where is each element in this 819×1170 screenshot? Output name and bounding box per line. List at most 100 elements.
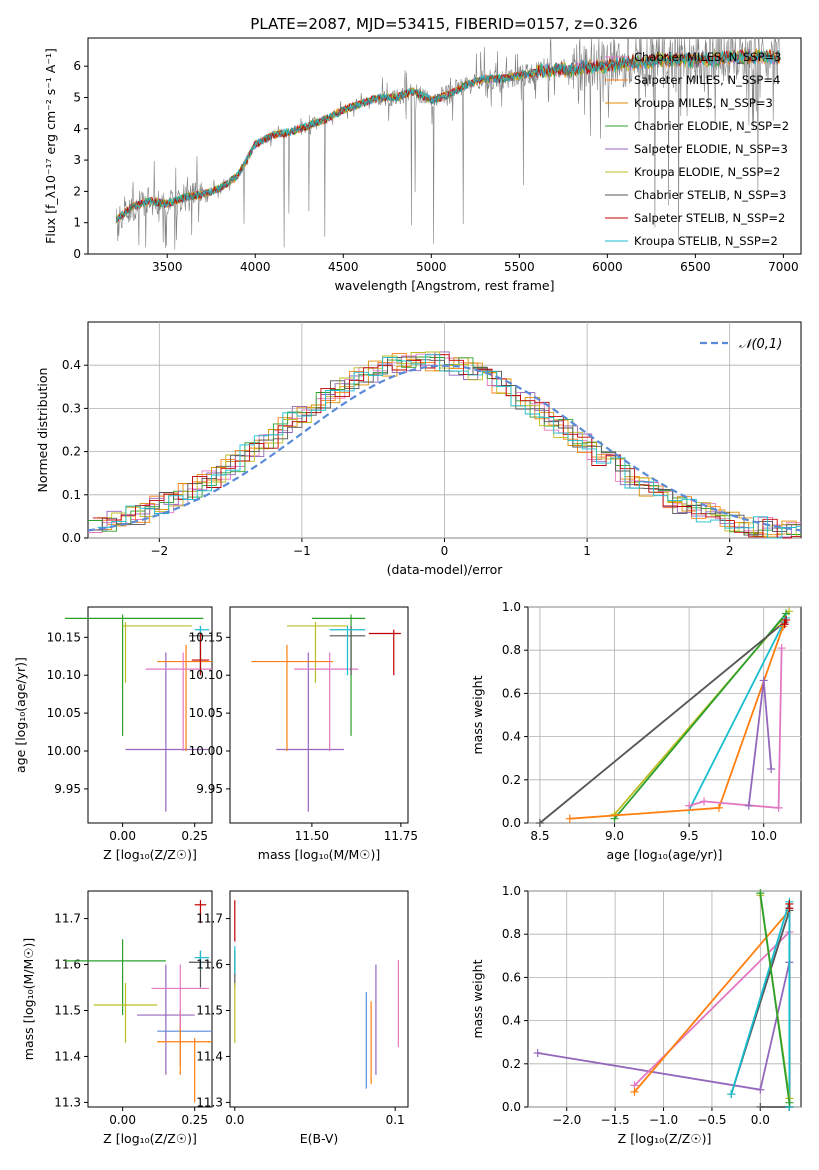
y-tick-label: 0.6	[502, 686, 521, 700]
legend-entry: Salpeter STELIB, N_SSP=2	[634, 211, 785, 225]
residual-histogram-salpeter_miles	[92, 353, 801, 538]
y-tick-label: 0.6	[502, 970, 521, 984]
x-tick-label: 0.00	[109, 1113, 136, 1127]
legend-entry: Salpeter ELODIE, N_SSP=3	[634, 142, 788, 156]
mass-weight-point	[777, 644, 786, 653]
plot-area	[229, 606, 409, 824]
y-tick-label: 6	[73, 59, 81, 73]
x-tick-label: 4500	[328, 260, 359, 274]
y-tick-label: 1.0	[502, 600, 521, 614]
figure-title: PLATE=2087, MJD=53415, FIBERID=0157, z=0…	[250, 15, 637, 33]
mass-weight-series	[688, 617, 787, 811]
residual-histogram-kroupa_elodie	[97, 351, 801, 537]
y-tick-label: 0.8	[502, 643, 521, 657]
y-tick-label: 3	[73, 153, 81, 167]
legend-entry: 𝒩(0,1)	[739, 337, 782, 352]
residual-histogram-chabrier_miles	[88, 353, 801, 533]
y-tick-label: 0.2	[62, 445, 81, 459]
mass-weight-point	[565, 814, 574, 823]
mass-weight-point	[533, 1049, 542, 1057]
x-tick-label: −1.0	[649, 1113, 678, 1127]
mass-age-panel: 11.50 11.75 9.95 10.00 10.05 10.10 10.15 mass […	[189, 606, 418, 862]
y-tick-label: 4	[73, 122, 81, 136]
y-axis-label: mass weight	[470, 959, 485, 1038]
x-axis-label: (data-model)/error	[387, 562, 504, 577]
y-tick-label: 10.00	[189, 744, 223, 758]
x-tick-label: 4000	[240, 260, 271, 274]
y-tick-label: 11.6	[54, 958, 81, 972]
z-mass-panel: 0.00 0.25 11.3 11.4 11.5 11.6 11.7 Z [log₁₀(Z/Z…	[21, 890, 213, 1146]
x-tick-label: 0.1	[386, 1113, 405, 1127]
x-tick-label: 7000	[768, 260, 799, 274]
spectrum-plot-area	[87, 37, 802, 255]
y-tick-label: 11.3	[54, 1095, 81, 1109]
y-tick-label: 9.95	[54, 782, 81, 796]
y-tick-label: 0.4	[62, 358, 81, 372]
x-tick-label: 10.0	[750, 829, 777, 843]
x-axis-label: age [log₁₀(age/yr)]	[607, 847, 723, 862]
mass-weight-point	[630, 1087, 639, 1096]
mass-weight-series	[759, 893, 791, 1103]
y-axis-label: age [log₁₀(age/yr)]	[13, 657, 28, 773]
x-tick-label: −2.0	[552, 1113, 581, 1127]
y-tick-label: 10.00	[47, 744, 81, 758]
mass-weight-point	[782, 615, 791, 624]
y-tick-label: 0.0	[502, 1100, 521, 1114]
mass-weight-point	[759, 676, 768, 685]
residual-histogram-salpeter_elodie	[92, 351, 801, 538]
x-tick-label: −1.5	[601, 1113, 630, 1127]
y-axis-label: Flux [f_λ10⁻¹⁷ erg cm⁻² s⁻¹ A⁻¹]	[43, 48, 58, 244]
y-tick-label: 11.4	[54, 1049, 81, 1063]
mass-weight-series	[613, 612, 787, 820]
x-tick-label: −1	[293, 544, 311, 558]
x-tick-label: 6500	[680, 260, 711, 274]
x-tick-label: 5000	[416, 260, 447, 274]
y-tick-label: 0.0	[502, 816, 521, 830]
y-tick-label: 11.3	[196, 1095, 223, 1109]
mass-weight-point	[727, 1090, 736, 1099]
x-tick-label: −0.5	[697, 1113, 726, 1127]
x-tick-label: 0.25	[181, 1113, 208, 1127]
x-tick-label: 5500	[504, 260, 535, 274]
x-axis-label: Z [log₁₀(Z/Z☉)]	[618, 1131, 712, 1146]
mass-weight-point	[756, 889, 765, 898]
mass-weight-point	[744, 801, 753, 810]
age-massweight-panel: 8.5 9.0 9.5 10.0 0.0 0.2 0.4 0.6 0.8 1.0 age [log₁…	[470, 600, 802, 862]
y-tick-label: 11.6	[196, 958, 223, 972]
y-axis-label: mass weight	[470, 675, 485, 754]
x-axis-label: Z [log₁₀(Z/Z☉)]	[103, 1131, 197, 1146]
x-tick-label: 0	[441, 544, 449, 558]
mass-weight-point	[714, 803, 723, 812]
x-tick-label: 9.0	[605, 829, 624, 843]
y-tick-label: 9.95	[196, 782, 223, 796]
x-tick-label: 0.0	[225, 1113, 244, 1127]
legend-entry: Chabrier MILES, N_SSP=3	[634, 50, 781, 64]
z-massweight-panel: −2.0 −1.5 −1.0 −0.5 0.0 0.0 0.2 0.4 0.6 0.8 1.0 Z […	[470, 884, 802, 1146]
mass-weight-series	[688, 647, 783, 809]
y-tick-label: 2	[73, 184, 81, 198]
residual-histogram-panel: −2 −1 0 1 2 0.0 0.1 0.2 0.3 0.4 (data-model)/error…	[35, 321, 802, 577]
mass-weight-series	[747, 680, 773, 806]
spectrum-panel: 3500 4000 4500 5000 5500 6000 6500 7000 0 1 2 3 4 5 6 w…	[43, 37, 802, 293]
residual-histogram-kroupa_miles	[97, 357, 801, 536]
mass-weight-point	[767, 765, 776, 773]
y-tick-label: 0.2	[502, 1057, 521, 1071]
y-tick-label: 0.0	[62, 531, 81, 545]
mass-weight-point	[685, 801, 694, 810]
y-tick-label: 0	[73, 247, 81, 261]
x-tick-label: 0.0	[751, 1113, 770, 1127]
z-age-panel: 0.00 0.25 9.95 10.00 10.05 10.10 10.15 Z [log₁₀…	[13, 606, 213, 862]
plot-area	[229, 890, 409, 1108]
model-spectrum-kroupa_stelib	[115, 49, 780, 224]
y-tick-label: 0.2	[502, 773, 521, 787]
normal-curve	[87, 364, 802, 532]
y-tick-label: 0.4	[502, 1014, 521, 1028]
y-tick-label: 0.8	[502, 927, 521, 941]
mass-weight-point	[780, 620, 789, 629]
legend-entry: Chabrier STELIB, N_SSP=3	[634, 188, 786, 202]
mass-weight-point	[700, 797, 709, 806]
y-tick-label: 11.5	[196, 1003, 223, 1017]
mass-weight-series	[539, 621, 786, 824]
y-tick-label: 11.7	[196, 912, 223, 926]
